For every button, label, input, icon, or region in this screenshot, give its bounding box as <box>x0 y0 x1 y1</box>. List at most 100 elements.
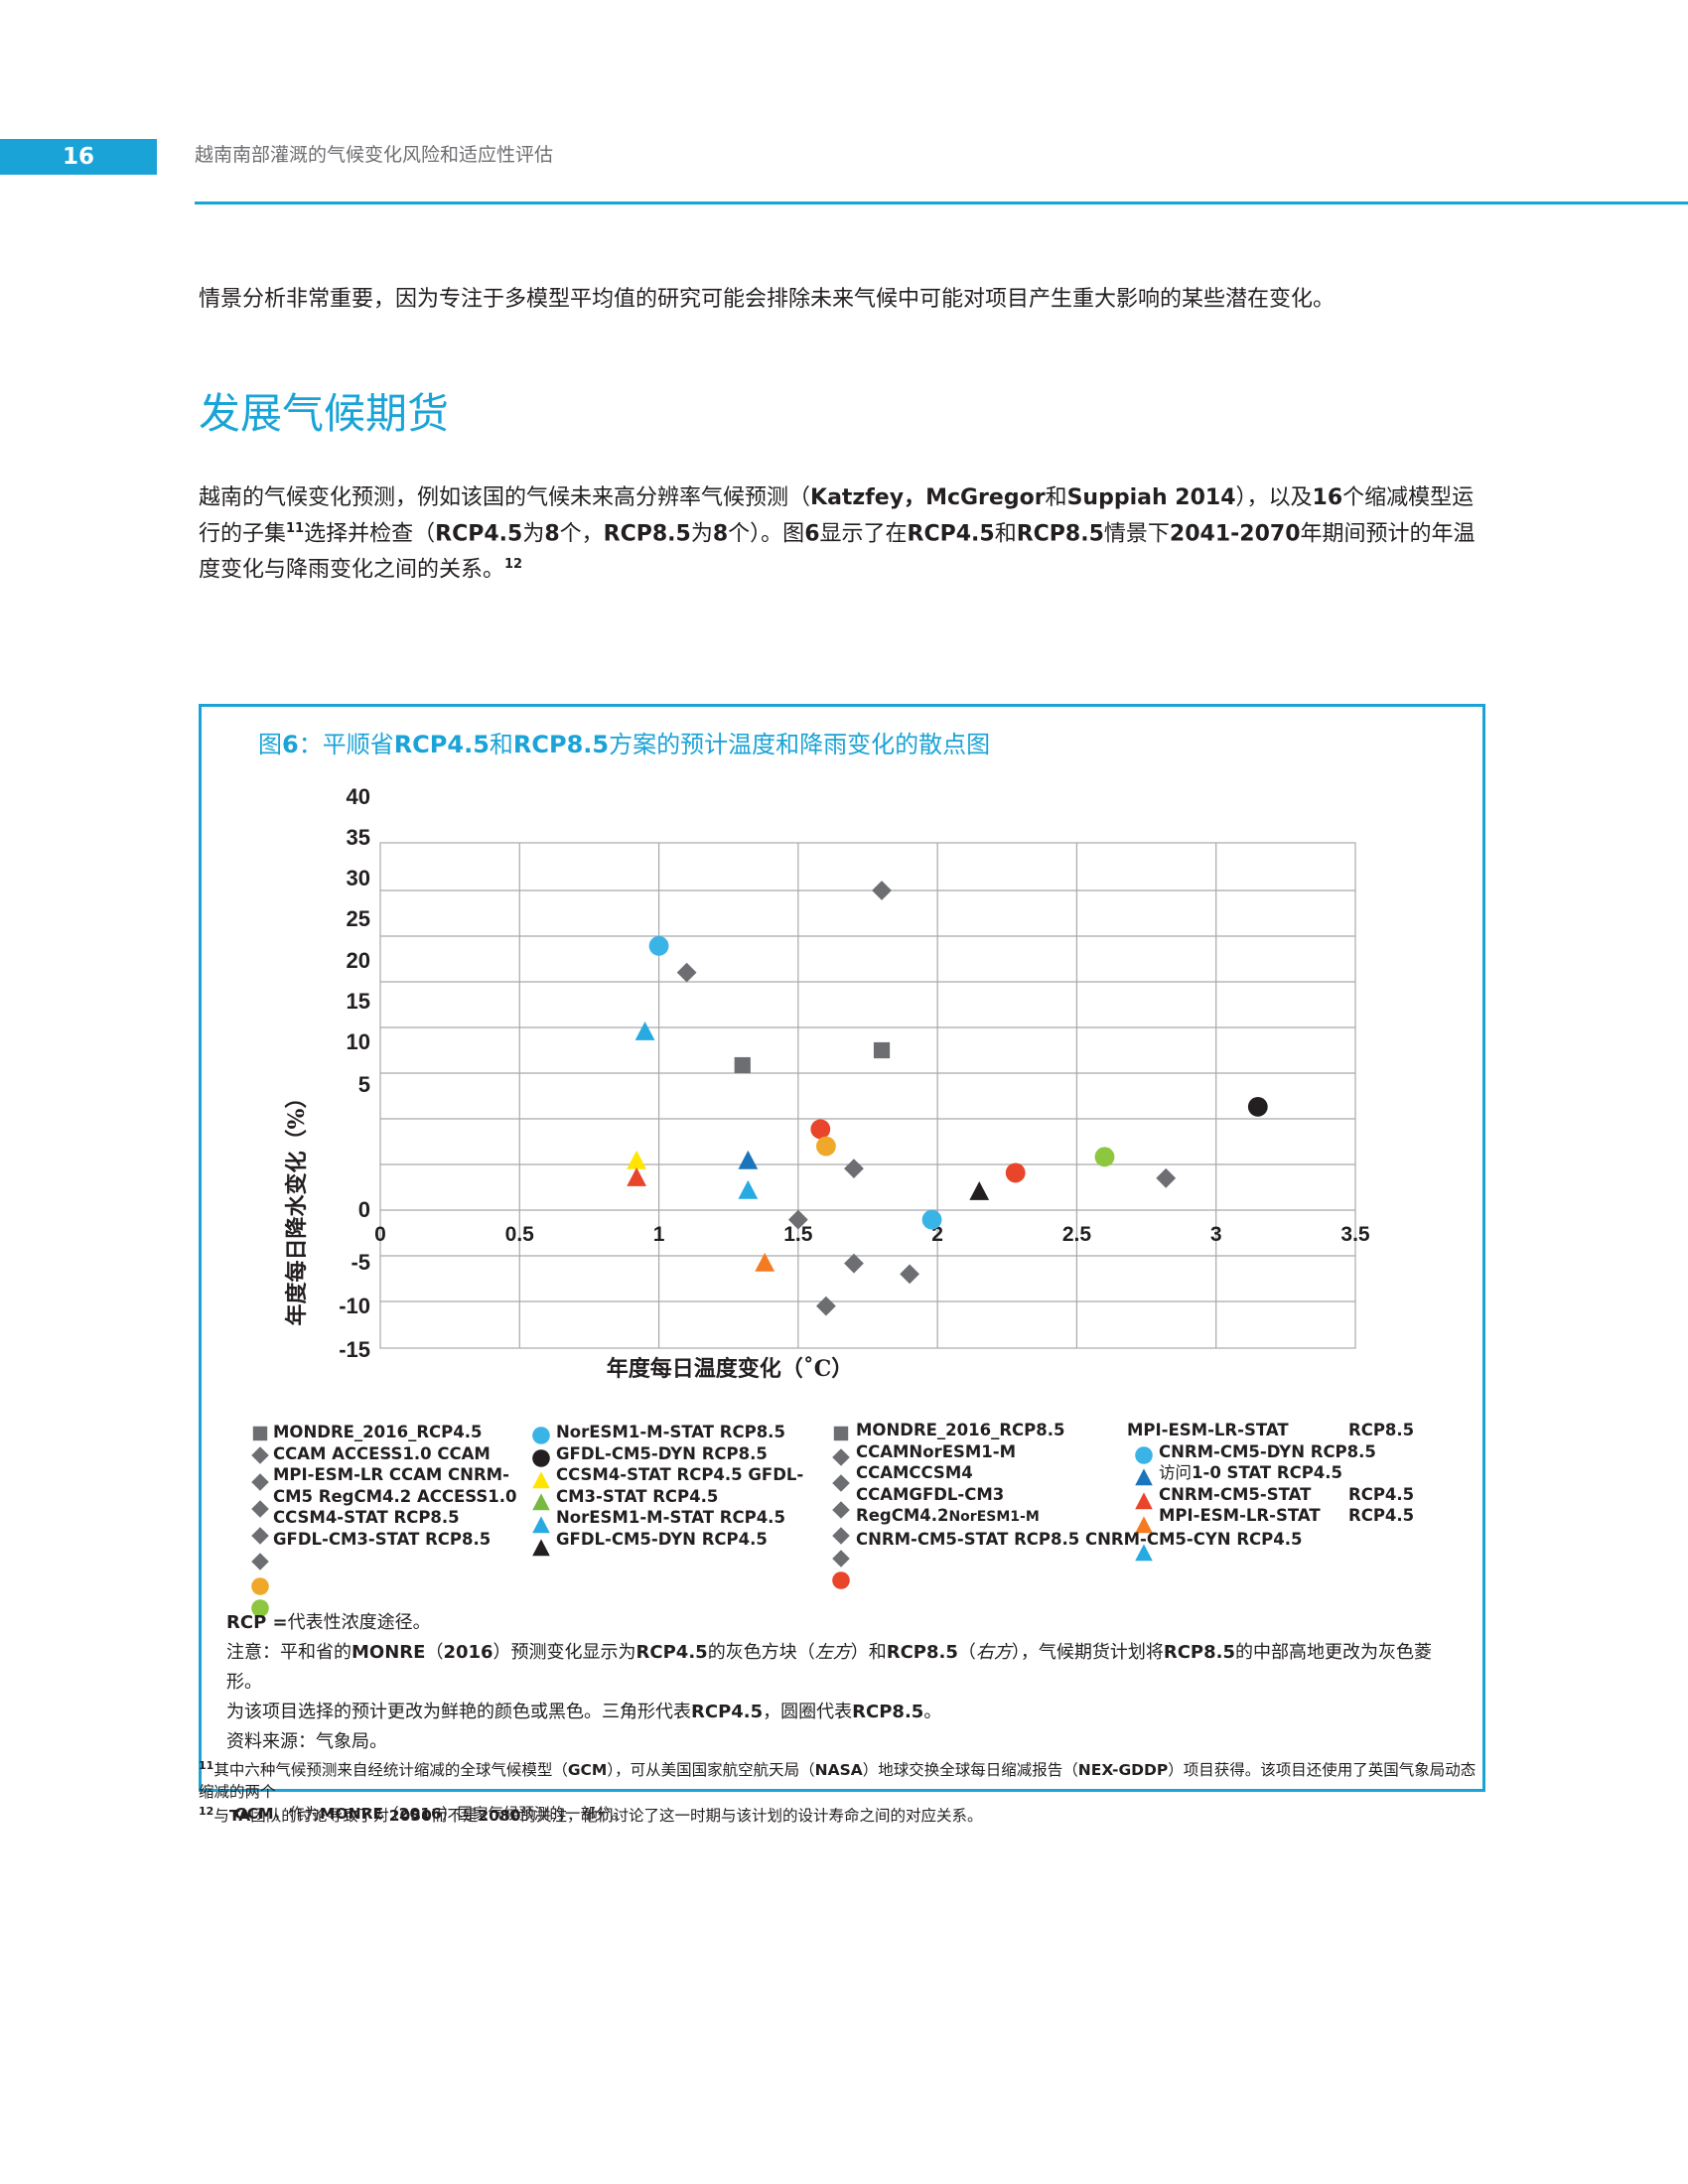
footnote-12: 12与TA团队的讨论导致了对2050而不是2080的关注，他们讨论了这一时期与该… <box>199 1805 983 1826</box>
data-point-circle <box>921 1209 942 1230</box>
legend-marker-circle <box>832 1571 850 1589</box>
legend-entry: RCP8.5 <box>1348 1421 1415 1439</box>
legend-marker-diamond <box>832 1550 850 1568</box>
y-tick-label: 15 <box>347 989 370 1014</box>
legend-entry: MONDRE_2016_RCP4.5 <box>273 1423 483 1441</box>
data-point-circle <box>816 1136 836 1157</box>
legend-column-4: MPI-ESM-LR-STAT CNRM-CM5-DYN RCP8.5 访问1-… <box>1127 1420 1376 1527</box>
legend-marker-triangle <box>1135 1516 1153 1534</box>
chart-grid <box>379 842 1356 1349</box>
legend-marker-diamond <box>832 1527 850 1545</box>
data-point-circle <box>1005 1162 1026 1183</box>
source-line: 资料来源：气象局。 <box>226 1731 387 1752</box>
legend-entry: CCAMGFDL-CM3 <box>856 1484 1005 1504</box>
x-tick-label: 0.5 <box>505 1223 535 1246</box>
data-point-square <box>873 1041 891 1059</box>
data-point-diamond <box>844 1253 864 1274</box>
data-point-triangle <box>634 1021 655 1040</box>
legend-entry: MPI-ESM-LR-STAT <box>1127 1421 1289 1439</box>
data-point-triangle <box>738 1179 759 1199</box>
y-tick-label: -5 <box>351 1250 370 1275</box>
legend-entry: CM3-STAT RCP4.5 <box>556 1486 719 1506</box>
legend-marker-diamond <box>832 1501 850 1519</box>
page-number: 16 <box>0 139 157 175</box>
legend-marker-diamond <box>251 1553 269 1570</box>
legend-entry: CCAMNorESM1-M <box>856 1441 1017 1461</box>
legend-marker-circle <box>532 1427 550 1444</box>
legend-entry: GFDL-CM5-DYN RCP8.5 <box>556 1443 768 1463</box>
y-tick-label: 5 <box>358 1072 370 1097</box>
y-tick-label: 0 <box>358 1197 370 1222</box>
legend-entry: MONDRE_2016_RCP8.5 <box>856 1421 1065 1439</box>
legend-entry: GFDL-CM5-DYN RCP4.5 <box>556 1529 768 1549</box>
legend-entry: 访问1-0 STAT RCP4.5 <box>1159 1463 1343 1482</box>
legend-entry: CCSM4-STAT RCP8.5 <box>273 1508 460 1527</box>
section-paragraph: 越南的气候变化预测，例如该国的气候未来高分辨率气候预测（Katzfey，McGr… <box>199 485 1476 583</box>
x-tick-label: 3.5 <box>1340 1223 1370 1246</box>
data-point-diamond <box>816 1296 836 1316</box>
legend-marker-diamond <box>251 1527 269 1545</box>
data-point-circle <box>648 935 669 956</box>
x-tick-label: 1 <box>653 1223 665 1246</box>
header-rule <box>195 202 1688 205</box>
legend-column-5: RCP8.5 RCP4.5 RCP4.5 <box>1348 1420 1414 1527</box>
legend-entry: MPI-ESM-LR-STAT <box>1159 1506 1321 1525</box>
legend-entry: CNRM-CM5-STAT RCP8.5 CNRM-CM5-CYN RCP4.5 <box>856 1529 1303 1549</box>
data-point-triangle <box>627 1150 647 1169</box>
x-axis-ticks: 0 0.5 1 1.5 2 2.5 3 3.5 <box>374 1223 1370 1246</box>
legend-entry: RCP4.5 <box>1348 1484 1415 1504</box>
legend-marker-circle <box>532 1449 550 1467</box>
data-points <box>627 881 1268 1316</box>
figure-title: 图6：平顺省RCP4.5和RCP8.5方案的预计温度和降雨变化的散点图 <box>258 731 991 758</box>
legend-marker-diamond <box>251 1473 269 1491</box>
legend-marker-circle <box>251 1577 269 1595</box>
y-tick-label: -15 <box>339 1337 370 1362</box>
y-axis-ticks: 40 35 30 25 20 15 10 5 0 -5 -10 -15 <box>339 784 370 1362</box>
x-tick-label: 3 <box>1210 1223 1222 1246</box>
data-point-triangle <box>738 1150 759 1169</box>
legend-marker-circle <box>251 1599 269 1617</box>
x-axis-label: 年度每日温度变化（˚C） <box>607 1356 854 1382</box>
legend-entry: NorESM1-M-STAT RCP4.5 <box>556 1508 785 1527</box>
data-point-diamond <box>900 1264 919 1285</box>
data-point-triangle <box>755 1252 775 1272</box>
legend-entry: CCAMCCSM4 <box>856 1463 973 1482</box>
legend-column-1: MONDRE_2016_RCP4.5 CCAM ACCESS1.0 CCAM M… <box>273 1422 516 1550</box>
data-point-square <box>734 1056 751 1074</box>
legend-marker-diamond <box>251 1500 269 1518</box>
data-point-circle <box>1094 1147 1115 1167</box>
y-tick-label: 35 <box>347 825 370 850</box>
legend-column-2: NorESM1-M-STAT RCP8.5 GFDL-CM5-DYN RCP8.… <box>556 1422 803 1550</box>
x-tick-label: 2.5 <box>1062 1223 1092 1246</box>
intro-paragraph: 情景分析非常重要，因为专注于多模型平均值的研究可能会排除未来气候中可能对项目产生… <box>199 287 1336 312</box>
figure-notes: RCP =代表性浓度途径。 注意：平和省的MONRE（2016）预测变化显示为R… <box>226 1608 1458 1757</box>
legend-marker-diamond <box>251 1446 269 1464</box>
legend-entry: NorESM1-M-STAT RCP8.5 <box>556 1423 785 1441</box>
legend-entry: GFDL-CM3-STAT RCP8.5 <box>273 1529 492 1549</box>
y-tick-label: 40 <box>347 784 370 809</box>
figure-frame <box>199 704 1485 1792</box>
y-tick-label: 20 <box>347 948 370 973</box>
data-point-diamond <box>787 1209 808 1230</box>
section-title: 发展气候期货 <box>199 389 450 438</box>
rcp-definition: RCP =代表性浓度途径。 <box>226 1612 431 1633</box>
data-point-circle <box>1247 1096 1268 1117</box>
plot-area <box>379 842 1356 1349</box>
data-point-triangle <box>627 1167 647 1186</box>
legend-entry: CM5 RegCM4.2 ACCESS1.0 <box>273 1486 517 1506</box>
legend-marker-triangle <box>1135 1468 1153 1486</box>
legend-marker-triangle <box>532 1493 550 1511</box>
legend-marker-triangle <box>532 1539 550 1557</box>
legend-marker-square <box>252 1426 268 1441</box>
data-point-circle <box>810 1119 831 1140</box>
data-point-diamond <box>1156 1167 1177 1188</box>
legend-marker-triangle <box>1135 1544 1153 1562</box>
legend-entry: MPI-ESM-LR CCAM CNRM- <box>273 1465 509 1484</box>
y-tick-label: 25 <box>347 906 370 931</box>
legend-marker-square <box>833 1426 849 1441</box>
data-point-diamond <box>844 1159 864 1179</box>
legend-marker-triangle <box>1135 1492 1153 1510</box>
legend-entry: CCAM ACCESS1.0 CCAM <box>273 1443 491 1463</box>
legend-column-3: MONDRE_2016_RCP8.5 CCAMNorESM1-M CCAMCCS… <box>856 1420 1302 1550</box>
x-tick-label: 0 <box>374 1223 386 1246</box>
